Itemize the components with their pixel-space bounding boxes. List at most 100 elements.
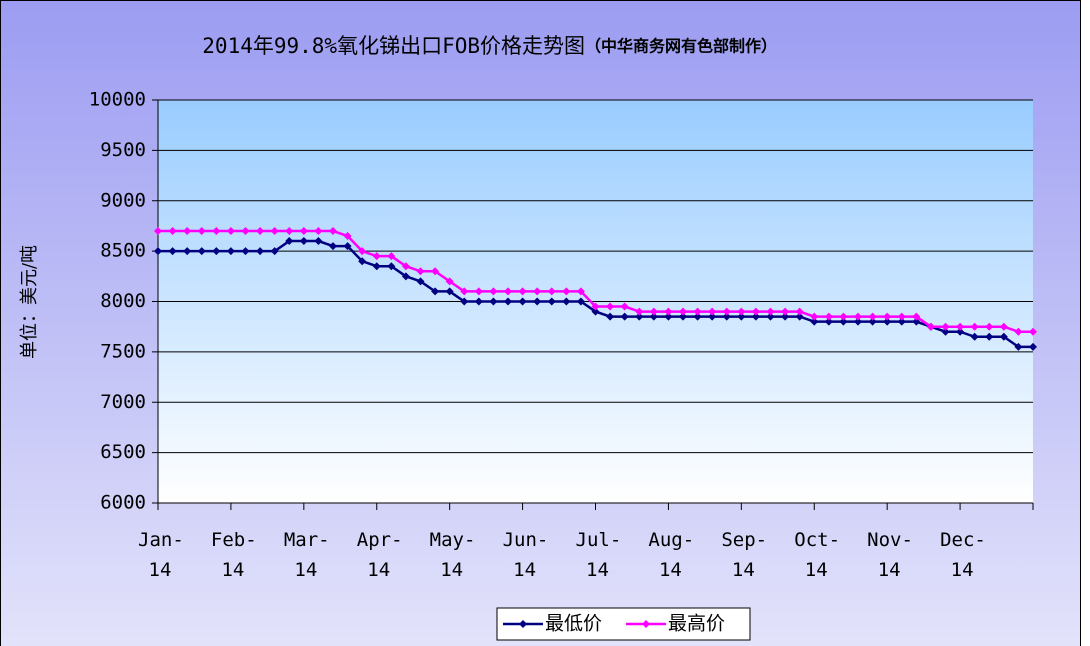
legend-label: 最高价 — [668, 613, 725, 635]
data-point — [576, 297, 585, 306]
x-tick-label: Aug-14 — [648, 529, 695, 581]
data-point — [854, 312, 862, 321]
legend-marker — [642, 620, 650, 628]
y-tick-label: 10000 — [89, 89, 146, 111]
y-tick-label: 7000 — [100, 391, 146, 413]
data-point — [197, 226, 206, 235]
data-point — [168, 226, 177, 235]
data-point — [751, 312, 760, 321]
x-tick-label: Dec-14 — [940, 529, 986, 581]
data-point — [387, 252, 396, 261]
data-point — [299, 237, 308, 246]
data-point — [314, 237, 323, 246]
data-point — [985, 332, 994, 341]
data-point — [576, 287, 585, 296]
data-point — [504, 297, 512, 306]
data-point — [649, 312, 658, 321]
data-point — [489, 287, 498, 296]
data-point — [897, 312, 906, 321]
data-point — [358, 247, 367, 256]
data-point — [839, 312, 848, 321]
data-point — [926, 322, 935, 331]
x-tick-label: Jun-14 — [502, 529, 549, 581]
data-point — [883, 317, 892, 326]
data-point — [431, 287, 440, 296]
data-point — [766, 307, 775, 316]
data-point — [154, 247, 162, 256]
data-point — [226, 226, 235, 235]
data-point — [372, 262, 381, 271]
data-point — [504, 287, 512, 296]
data-point — [547, 287, 556, 296]
data-point — [1029, 327, 1037, 336]
y-tick-label: 9500 — [100, 139, 146, 161]
data-point — [183, 247, 192, 256]
data-point — [649, 307, 658, 316]
data-point — [912, 312, 921, 321]
data-point — [533, 287, 542, 296]
x-tick-label: Oct-14 — [794, 529, 841, 581]
data-point — [372, 252, 381, 261]
data-point — [416, 267, 425, 276]
x-tick-label: May-14 — [429, 529, 476, 581]
data-point — [941, 322, 950, 331]
data-point — [474, 297, 483, 306]
data-point — [314, 226, 323, 235]
data-point — [854, 317, 862, 326]
data-point — [154, 226, 162, 235]
data-point — [226, 247, 235, 256]
data-point — [1029, 342, 1037, 351]
data-point — [168, 247, 177, 256]
data-point — [795, 307, 804, 316]
data-point — [693, 312, 702, 321]
data-point — [299, 226, 308, 235]
data-point — [518, 287, 527, 296]
data-point — [708, 307, 717, 316]
legend-label: 最低价 — [545, 613, 602, 635]
x-tick-label: Mar-14 — [283, 529, 330, 581]
data-point — [387, 262, 396, 271]
data-point — [795, 312, 804, 321]
data-point — [810, 317, 819, 326]
data-point — [635, 307, 644, 316]
data-point — [985, 322, 994, 331]
data-point — [270, 247, 279, 256]
data-point — [401, 262, 410, 271]
data-point — [664, 312, 673, 321]
data-point — [737, 312, 746, 321]
data-point — [533, 297, 542, 306]
data-point — [606, 312, 615, 321]
data-point — [883, 312, 892, 321]
data-point — [256, 226, 265, 235]
x-tick-label: Jan-14 — [138, 529, 184, 581]
data-point — [343, 242, 352, 251]
data-point — [912, 317, 921, 326]
data-point — [460, 287, 469, 296]
data-point — [401, 272, 410, 281]
y-tick-label: 9000 — [100, 189, 146, 211]
data-point — [591, 307, 600, 316]
data-point — [635, 312, 644, 321]
data-point — [679, 312, 687, 321]
data-point — [518, 297, 527, 306]
data-point — [256, 247, 265, 256]
data-point — [1014, 342, 1023, 351]
data-point — [708, 312, 717, 321]
data-point — [489, 297, 498, 306]
y-tick-label: 7500 — [100, 340, 146, 362]
data-point — [212, 226, 221, 235]
data-point — [868, 317, 877, 326]
data-point — [839, 317, 848, 326]
y-tick-label: 6500 — [100, 441, 146, 463]
data-point — [941, 327, 950, 336]
data-point — [824, 312, 833, 321]
data-point — [197, 247, 206, 256]
data-point — [241, 247, 250, 256]
chart-subtitle: （中华商务网有色部制作） — [585, 37, 777, 56]
data-point — [970, 332, 979, 341]
data-point — [591, 302, 600, 311]
data-point — [956, 322, 965, 331]
data-point — [999, 322, 1008, 331]
